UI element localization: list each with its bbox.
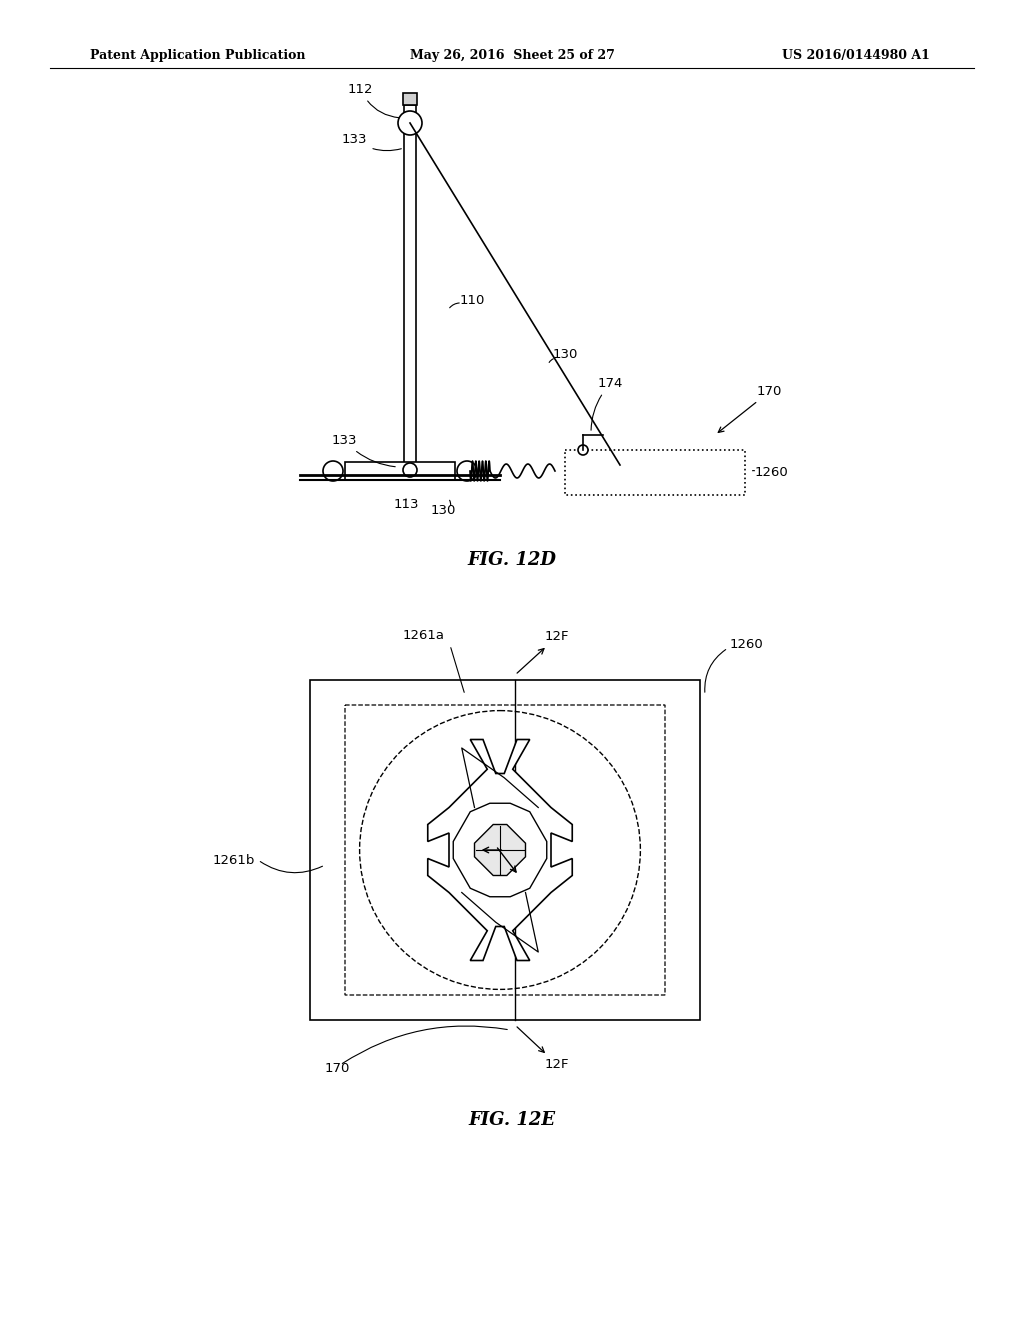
Text: 170: 170 bbox=[325, 1061, 350, 1074]
Text: 170: 170 bbox=[718, 385, 782, 433]
Text: FIG. 12E: FIG. 12E bbox=[468, 1111, 556, 1129]
Text: 130: 130 bbox=[553, 348, 579, 362]
Text: Patent Application Publication: Patent Application Publication bbox=[90, 49, 305, 62]
Polygon shape bbox=[403, 92, 417, 106]
Polygon shape bbox=[404, 106, 416, 470]
Text: 1261a: 1261a bbox=[403, 630, 445, 642]
Text: 12F: 12F bbox=[517, 630, 569, 673]
Text: May 26, 2016  Sheet 25 of 27: May 26, 2016 Sheet 25 of 27 bbox=[410, 49, 614, 62]
Text: 1260: 1260 bbox=[755, 466, 788, 479]
Text: 174: 174 bbox=[591, 378, 624, 430]
Text: 1261b: 1261b bbox=[213, 854, 255, 866]
Text: FIG. 12D: FIG. 12D bbox=[468, 550, 556, 569]
Polygon shape bbox=[310, 680, 700, 1020]
Polygon shape bbox=[565, 450, 745, 495]
Text: 130: 130 bbox=[430, 503, 456, 516]
Polygon shape bbox=[454, 804, 547, 896]
Circle shape bbox=[398, 111, 422, 135]
Polygon shape bbox=[428, 739, 572, 961]
Text: 12F: 12F bbox=[517, 1027, 569, 1071]
Circle shape bbox=[457, 461, 477, 480]
Circle shape bbox=[403, 463, 417, 477]
Circle shape bbox=[578, 445, 588, 455]
Polygon shape bbox=[474, 825, 525, 875]
Polygon shape bbox=[345, 462, 455, 480]
Text: 113: 113 bbox=[393, 499, 419, 511]
Text: 1260: 1260 bbox=[730, 639, 764, 652]
Circle shape bbox=[323, 461, 343, 480]
Text: 110: 110 bbox=[460, 293, 485, 306]
Text: US 2016/0144980 A1: US 2016/0144980 A1 bbox=[782, 49, 930, 62]
Text: 133: 133 bbox=[342, 133, 401, 150]
Text: 112: 112 bbox=[348, 83, 399, 117]
Text: 133: 133 bbox=[332, 434, 395, 467]
